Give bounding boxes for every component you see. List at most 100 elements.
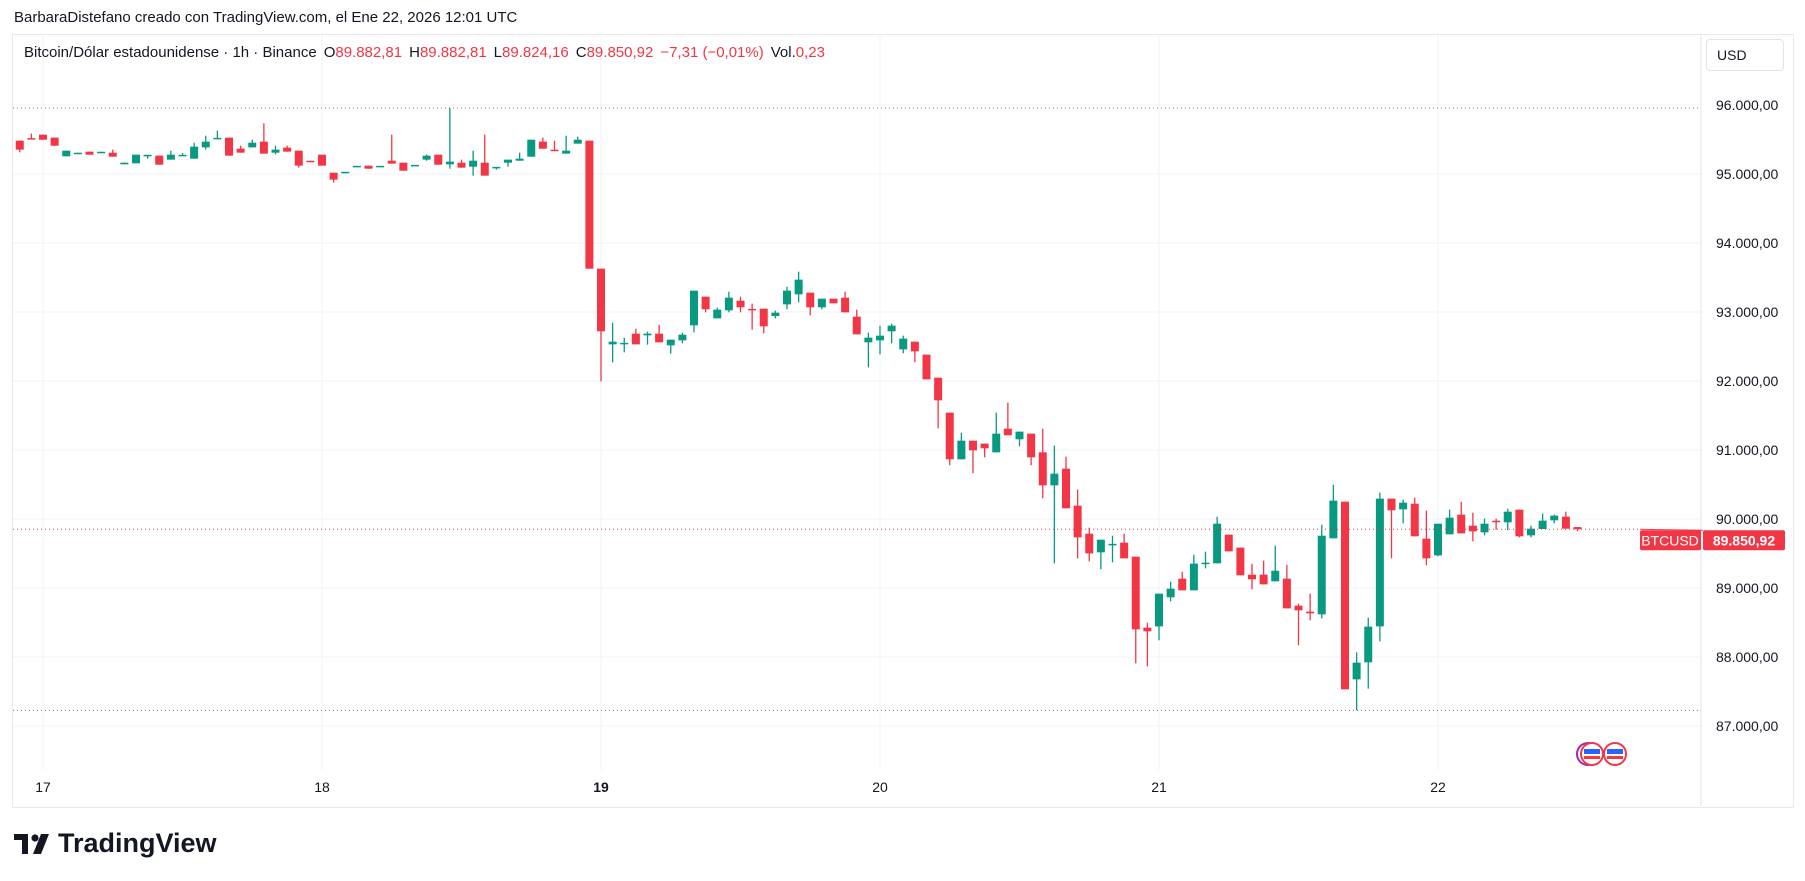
candle-up: [120, 162, 129, 165]
candle-up: [1527, 528, 1535, 536]
candle-up: [1317, 535, 1326, 615]
candle-down: [1027, 433, 1036, 458]
candle-down: [155, 155, 164, 165]
candle-down: [1131, 556, 1140, 630]
candle-down: [1282, 578, 1291, 609]
candle-up: [864, 337, 873, 343]
candle-down: [631, 333, 640, 345]
candle-up: [1096, 539, 1105, 553]
candle-up: [1445, 517, 1454, 535]
candle-down: [283, 147, 292, 152]
candle-up: [527, 139, 536, 157]
flag-canton: [1584, 749, 1600, 754]
candle-up: [271, 149, 280, 153]
candle-down: [1306, 611, 1315, 614]
candle-down: [236, 148, 245, 153]
candle-down: [1573, 527, 1582, 530]
candle-up: [143, 154, 152, 157]
candle-up: [1166, 588, 1175, 598]
candle-down: [945, 412, 954, 460]
change-value: −7,31 (−0,01%): [660, 44, 764, 61]
candle-up: [620, 342, 629, 345]
last-price-connector: [1639, 528, 1704, 531]
candle-up: [504, 159, 512, 163]
candle-up: [887, 325, 896, 332]
candle-up: [97, 151, 106, 154]
candle-down: [259, 141, 268, 154]
candle-down: [922, 354, 931, 380]
candle-down: [655, 333, 664, 343]
candle-down: [1561, 516, 1570, 529]
candle-up: [1155, 593, 1163, 627]
candle-up: [201, 141, 210, 148]
candle-down: [15, 140, 24, 150]
candle-down: [1120, 542, 1129, 559]
symbol-title[interactable]: Bitcoin/Dólar estadounidense · 1h · Bina…: [24, 44, 317, 61]
volume-value: 0,23: [795, 44, 825, 61]
candle-down: [85, 151, 94, 155]
candle-down: [1038, 452, 1047, 486]
time-axis-label: 18: [314, 779, 330, 795]
candle-down: [1224, 534, 1233, 552]
candle-down: [318, 154, 326, 166]
candle-down: [980, 443, 989, 449]
candle-up: [1015, 431, 1024, 440]
candle-up: [817, 298, 826, 308]
logo-text: TradingView: [58, 828, 217, 858]
candle-up: [562, 150, 571, 154]
candle-up: [666, 339, 675, 346]
candle-up: [643, 333, 652, 336]
candle-down: [399, 162, 408, 171]
candle-up: [411, 164, 419, 167]
candle-down: [306, 160, 315, 163]
candle-up: [1329, 500, 1338, 539]
candle-down: [1248, 574, 1256, 580]
price-axis-label: 95.000,00: [1716, 166, 1778, 182]
price-axis-label: 91.000,00: [1716, 442, 1778, 458]
currency-button[interactable]: USD: [1706, 39, 1784, 71]
candle-up: [166, 154, 175, 160]
price-axis-label: 89.000,00: [1716, 580, 1778, 596]
candle-down: [1259, 574, 1268, 585]
candle-up: [1108, 543, 1117, 546]
symbol-tag-text: BTCUSD: [1641, 532, 1699, 548]
candle-down: [1178, 578, 1187, 591]
chart-panel[interactable]: [12, 34, 1794, 808]
candle-up: [515, 158, 524, 161]
chart-attribution: BarbaraDistefano creado con TradingView.…: [14, 9, 518, 26]
open-value: 89.882,81: [335, 44, 403, 61]
candle-up: [1189, 563, 1198, 591]
candle-down: [329, 172, 338, 180]
price-axis-label: 94.000,00: [1716, 235, 1778, 251]
candle-down: [387, 160, 396, 164]
high-label: H: [409, 44, 420, 61]
symbol-legend: Bitcoin/Dólar estadounidense · 1h · Bina…: [24, 44, 825, 61]
candle-up: [957, 440, 966, 460]
candle-up: [62, 150, 71, 157]
candle-up: [469, 160, 478, 167]
time-axis-label: 22: [1430, 779, 1446, 795]
candle-down: [806, 292, 815, 308]
candle-up: [1399, 502, 1408, 510]
candle-down: [759, 308, 768, 327]
candle-down: [550, 149, 559, 152]
candle-down: [1341, 501, 1349, 690]
candle-down: [1003, 428, 1012, 436]
tradingview-logo[interactable]: TradingView: [14, 828, 217, 859]
candle-down: [597, 268, 605, 332]
candle-down: [1387, 498, 1396, 511]
candle-up: [1271, 570, 1280, 582]
candle-down: [108, 152, 117, 157]
candle-down: [1492, 520, 1501, 523]
time-axis-label: 17: [35, 779, 51, 795]
candle-down: [1062, 468, 1070, 509]
candle-down: [910, 341, 919, 352]
tradingview-logo-icon: [14, 833, 49, 854]
candle-up: [678, 334, 687, 341]
candle-down: [1073, 505, 1082, 538]
candle-up: [132, 154, 140, 164]
candle-up: [783, 290, 791, 305]
candle-up: [1364, 626, 1373, 663]
candle-up: [771, 312, 780, 317]
